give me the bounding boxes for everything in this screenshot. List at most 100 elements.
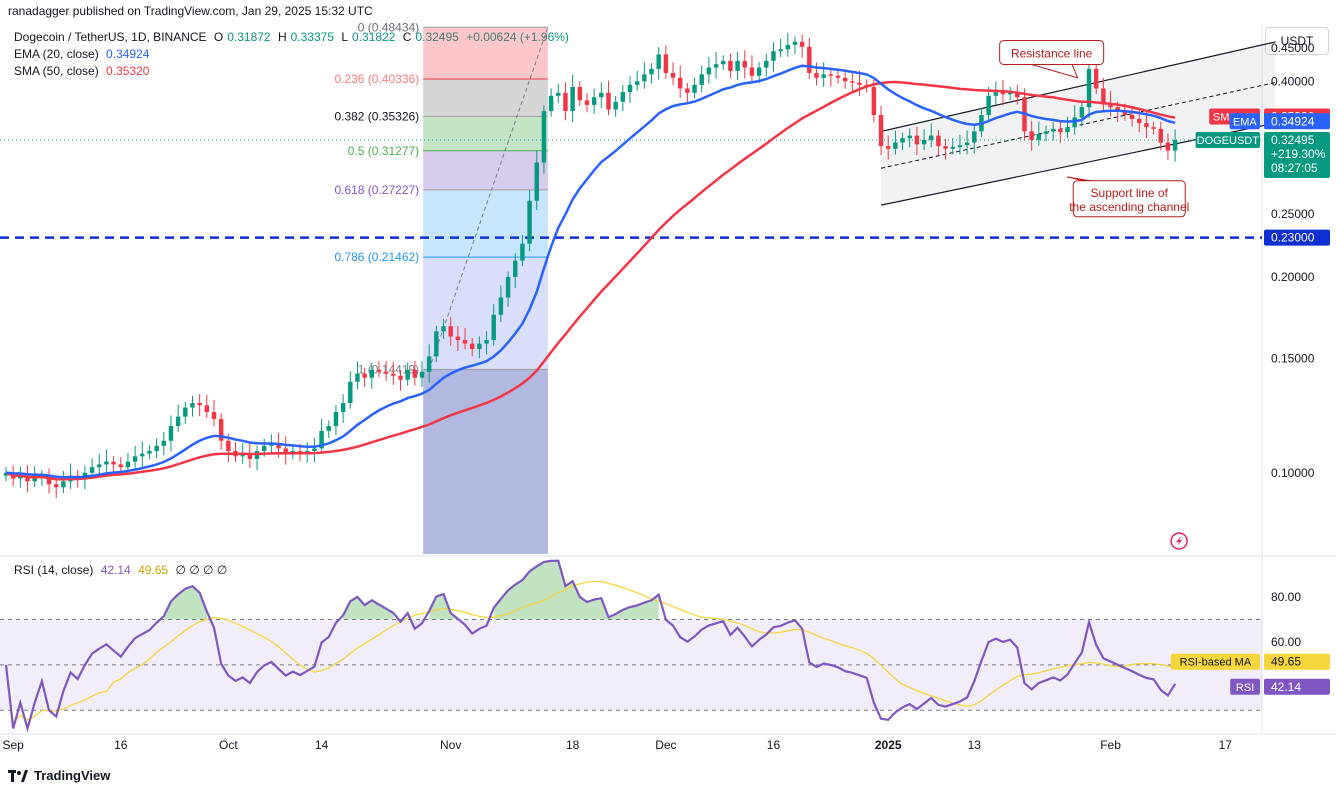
candle-body <box>469 343 475 350</box>
candle-body <box>1015 92 1020 98</box>
time-tick-label: 16 <box>767 738 781 752</box>
candle-body <box>283 448 288 454</box>
candle-body <box>771 51 776 61</box>
candle-body <box>842 77 848 82</box>
candle-body <box>520 243 525 261</box>
candle-body <box>1151 127 1156 129</box>
symbol-name[interactable]: Dogecoin / TetherUS, 1D, BINANCE <box>14 30 207 44</box>
candle-body <box>792 41 798 45</box>
candle-body <box>706 67 712 75</box>
rsi-ma-axis-tag-value: 49.65 <box>1271 655 1301 669</box>
candle-body <box>132 456 138 462</box>
candle-body <box>226 440 231 452</box>
rsi-ma-value: 49.65 <box>138 563 169 577</box>
support-callout-text: Support line of <box>1091 186 1169 200</box>
candle-body <box>835 75 841 78</box>
candle-body <box>104 461 109 465</box>
price-tick-label: 0.45000 <box>1271 41 1315 55</box>
candle-body <box>513 260 518 278</box>
candle-body <box>584 100 590 105</box>
symbol-axis-tag-countdown: 08:27:05 <box>1271 161 1318 175</box>
support-callout-text: the ascending channel <box>1069 200 1189 214</box>
candle-body <box>3 472 9 476</box>
candle-body <box>25 475 30 482</box>
sma-50-line <box>5 80 1176 481</box>
tradingview-logo-icon <box>8 769 28 782</box>
resistance-callout-pointer <box>1031 63 1079 79</box>
candle-body <box>964 142 970 146</box>
candle-body <box>893 142 898 149</box>
candle-body <box>183 407 188 417</box>
time-tick-label: Nov <box>440 738 461 752</box>
candle-body <box>211 412 217 419</box>
candle-body <box>756 67 762 76</box>
candle-body <box>18 475 23 479</box>
candle-body <box>412 369 418 378</box>
quote-currency-button[interactable]: USDT <box>1265 27 1329 55</box>
rsi-label: RSI (14, close) <box>14 563 94 577</box>
candle-body <box>548 95 554 112</box>
candle-body <box>247 453 253 459</box>
time-tick-label: Dec <box>655 738 676 752</box>
candle-body <box>936 135 941 147</box>
candle-body <box>1050 128 1056 132</box>
candle-body <box>348 381 353 404</box>
candle-body <box>369 369 375 378</box>
rsi-ma-line <box>5 580 1176 724</box>
candle-body <box>663 54 669 73</box>
candle-body <box>929 135 934 140</box>
rsi-tick-label: 60.00 <box>1271 635 1301 649</box>
candle-body <box>764 60 769 68</box>
candle-body <box>735 60 740 71</box>
candle-body <box>477 343 482 350</box>
tradingview-logo[interactable]: TradingView <box>8 768 110 783</box>
candle-body <box>391 373 396 376</box>
candle-body <box>1165 142 1171 151</box>
high-value: 0.33375 <box>290 30 335 44</box>
symbol-axis-tag-label: DOGEUSDT <box>1197 135 1260 147</box>
candle-body <box>355 373 360 382</box>
ema-legend[interactable]: EMA (20, close) 0.34924 <box>14 46 153 63</box>
candle-body <box>821 74 826 78</box>
candle-body <box>333 412 339 427</box>
candle-body <box>570 87 575 112</box>
rsi-overbought-fill <box>163 586 207 620</box>
candle-body <box>957 145 963 147</box>
candle-body <box>419 371 425 378</box>
candle-body <box>383 371 389 374</box>
rsi-axis-tag-value: 42.14 <box>1271 680 1301 694</box>
rsi-ma-axis-tag-label-bg <box>1170 653 1260 670</box>
candle-body <box>140 453 145 457</box>
candle-body <box>398 375 403 380</box>
candle-body <box>799 41 805 47</box>
ema-label: EMA (20, close) <box>14 47 99 61</box>
candle-body <box>462 340 468 344</box>
candle-body <box>46 475 52 485</box>
resistance-callout-box <box>999 39 1105 65</box>
candle-body <box>649 68 654 75</box>
candle-body <box>61 481 66 488</box>
sma-legend[interactable]: SMA (50, close) 0.35320 <box>14 63 153 80</box>
candle-body <box>326 426 331 431</box>
candle-body <box>53 484 59 488</box>
symbol-axis-tag-price: 0.32495 <box>1271 133 1315 147</box>
candle-body <box>713 64 719 68</box>
symbol-axis-tag-change: +219.30% <box>1271 147 1326 161</box>
candle-body <box>656 54 661 69</box>
sma-label: SMA (50, close) <box>14 64 99 78</box>
candle-body <box>1007 92 1013 95</box>
candle-body <box>261 445 267 452</box>
channel-midline <box>880 81 1276 169</box>
close-value: 0.32495 <box>415 30 458 44</box>
fib-zone <box>423 257 548 370</box>
candle-body <box>814 72 819 78</box>
tradingview-brand: TradingView <box>34 768 111 783</box>
candle-body <box>943 146 948 149</box>
candle-body <box>699 74 704 85</box>
fib-level-label: 0.382 (0.35326) <box>334 109 419 123</box>
ema-axis-tag-value: 0.34924 <box>1271 114 1315 128</box>
rsi-legend[interactable]: RSI (14, close) 42.14 49.65 ∅ ∅ ∅ ∅ <box>14 562 231 579</box>
change-value: +0.00624 (+1.96%) <box>466 30 569 44</box>
candle-body <box>218 418 224 441</box>
